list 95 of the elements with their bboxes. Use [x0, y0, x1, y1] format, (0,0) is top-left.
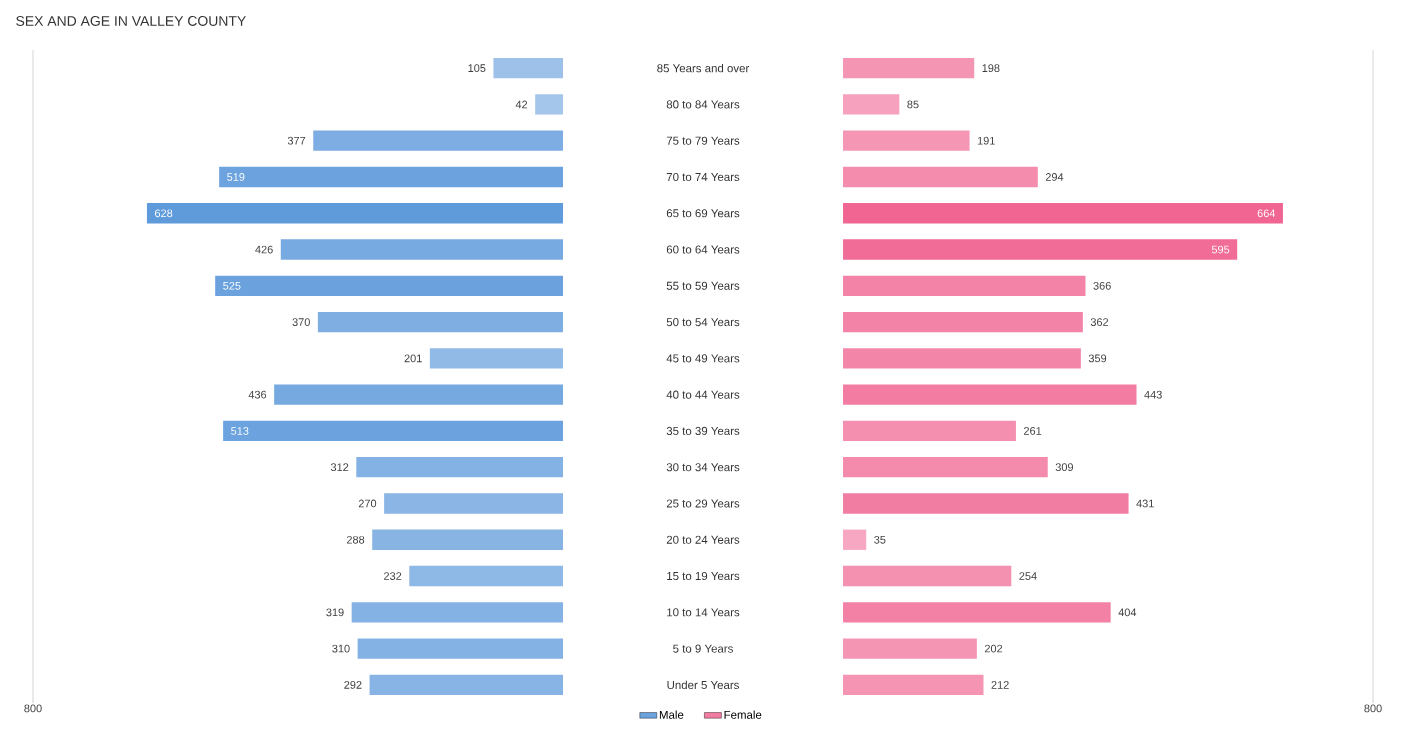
bar — [223, 420, 563, 442]
legend-label: Female — [724, 710, 762, 719]
bar — [372, 529, 563, 550]
y-tick-label: 45 to 49 Years — [666, 354, 740, 363]
x-tick-label: 800 — [24, 704, 42, 713]
y-tick-label: 35 to 39 Years — [666, 426, 740, 435]
bar — [843, 166, 1038, 188]
data-label: 525 — [223, 281, 241, 290]
bar — [280, 239, 563, 260]
bar — [843, 311, 1083, 333]
y-tick-label: 55 to 59 Years — [666, 281, 740, 290]
bar — [843, 239, 1238, 260]
data-label: 309 — [1055, 463, 1074, 472]
y-tick-label: 30 to 34 Years — [666, 463, 740, 472]
bar — [384, 493, 563, 514]
y-tick-label: 80 to 84 Years — [666, 100, 740, 109]
y-tick-label: Under 5 Years — [667, 680, 739, 690]
bar — [843, 565, 1012, 587]
bar — [274, 384, 563, 405]
chart-title: SEX AND AGE IN VALLEY COUNTY — [16, 16, 246, 26]
data-label: 595 — [1211, 245, 1230, 254]
bar — [313, 130, 563, 151]
bar — [351, 602, 563, 623]
y-tick-label: 25 to 29 Years — [666, 499, 740, 508]
data-label: 664 — [1257, 209, 1276, 218]
data-label: 362 — [1090, 318, 1109, 326]
data-label: 519 — [227, 173, 245, 181]
data-label: 202 — [984, 644, 1003, 653]
data-label: 254 — [1019, 572, 1037, 580]
bar — [843, 674, 984, 696]
data-label: 359 — [1088, 354, 1107, 363]
bar — [843, 348, 1081, 369]
bar — [843, 493, 1129, 514]
data-label: 377 — [287, 136, 306, 145]
data-label: 191 — [977, 136, 995, 145]
x-tick-label: 800 — [1364, 704, 1382, 713]
bar — [843, 529, 867, 550]
bar — [843, 638, 977, 659]
data-label: 292 — [344, 681, 362, 689]
bar — [535, 94, 563, 115]
data-label: 85 — [907, 100, 919, 109]
data-label: 201 — [404, 354, 422, 363]
data-label: 105 — [468, 64, 486, 73]
data-label: 212 — [991, 681, 1009, 689]
data-label: 232 — [384, 572, 402, 580]
bar — [843, 130, 970, 151]
data-label: 431 — [1136, 499, 1154, 508]
y-tick-label: 5 to 9 Years — [673, 644, 733, 653]
data-label: 294 — [1045, 173, 1064, 181]
bar — [409, 565, 563, 587]
bar — [843, 57, 975, 79]
data-label: 443 — [1144, 390, 1162, 399]
y-tick-label: 20 to 24 Years — [666, 535, 740, 544]
bar — [843, 94, 900, 115]
data-label: 426 — [255, 245, 273, 254]
data-label: 513 — [231, 427, 249, 435]
data-label: 288 — [346, 535, 365, 544]
bar — [219, 166, 563, 188]
data-label: 370 — [292, 318, 310, 326]
bar — [843, 275, 1086, 296]
y-tick-label: 10 to 14 Years — [667, 608, 740, 617]
y-tick-label: 85 Years and over — [657, 63, 750, 73]
bar — [317, 311, 563, 333]
bar — [843, 602, 1111, 623]
data-label: 270 — [358, 499, 377, 508]
data-label: 261 — [1024, 427, 1042, 435]
data-label: 628 — [155, 209, 173, 218]
y-tick-label: 70 to 74 Years — [666, 172, 740, 182]
y-tick-label: 50 to 54 Years — [666, 318, 740, 327]
bar — [493, 57, 563, 79]
bar — [843, 457, 1048, 478]
bar — [357, 638, 563, 659]
bar — [146, 203, 563, 224]
y-tick-label: 75 to 79 Years — [666, 136, 740, 145]
bar — [843, 384, 1137, 405]
bar — [429, 348, 563, 369]
y-tick-label: 15 to 19 Years — [667, 571, 740, 581]
data-label: 310 — [332, 644, 350, 653]
y-tick-label: 40 to 44 Years — [666, 390, 740, 399]
data-label: 35 — [874, 535, 886, 544]
bar — [843, 203, 1283, 224]
data-label: 404 — [1118, 608, 1137, 617]
data-label: 42 — [515, 100, 528, 109]
y-tick-label: 65 to 69 Years — [666, 209, 740, 218]
bar — [215, 275, 563, 296]
y-tick-label: 60 to 64 Years — [666, 245, 740, 254]
bar — [369, 674, 563, 696]
data-label: 312 — [330, 463, 349, 472]
data-label: 198 — [982, 64, 1000, 73]
bar — [843, 420, 1016, 442]
data-label: 436 — [248, 390, 267, 399]
data-label: 366 — [1093, 281, 1111, 290]
legend-label: Male — [659, 710, 684, 719]
bar — [356, 457, 563, 478]
data-label: 319 — [326, 608, 344, 617]
